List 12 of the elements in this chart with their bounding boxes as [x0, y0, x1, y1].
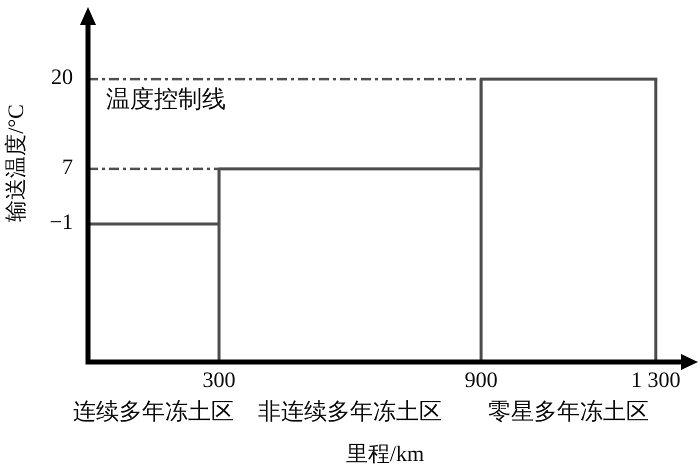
text: 非连续多年冻土区 — [258, 399, 442, 424]
x-tick-label: 900 — [464, 367, 498, 392]
y-tick-label: 20 — [51, 64, 73, 90]
x-axis-title: 里程/km — [346, 441, 424, 466]
x-tick-label: 1 300 — [631, 367, 681, 392]
y-tick-label: −1 — [50, 209, 73, 234]
ref-line-label: 温度控制线 — [106, 86, 226, 113]
y-axis-title: 输送温度/°C — [3, 104, 28, 222]
text: 连续多年冻土区 — [73, 399, 234, 424]
y-tick-label: 7 — [62, 154, 73, 179]
text: 零星多年冻土区 — [488, 399, 649, 424]
x-tick-label: 300 — [202, 367, 236, 392]
